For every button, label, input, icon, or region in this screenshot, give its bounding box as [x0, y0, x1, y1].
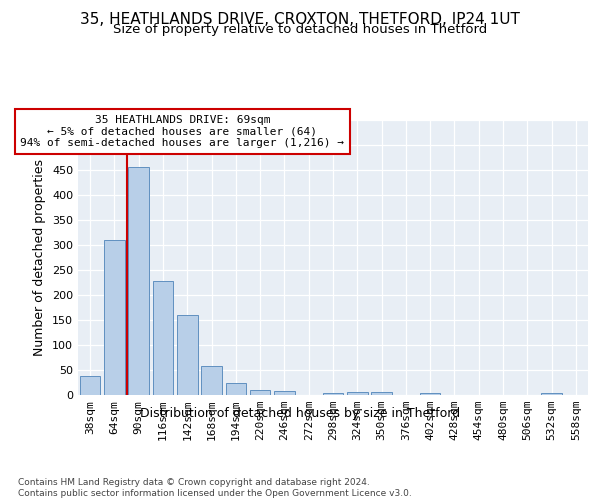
Y-axis label: Number of detached properties: Number of detached properties — [34, 159, 46, 356]
Bar — [420, 392, 440, 395]
Text: 35, HEATHLANDS DRIVE, CROXTON, THETFORD, IP24 1UT: 35, HEATHLANDS DRIVE, CROXTON, THETFORD,… — [80, 12, 520, 28]
Bar — [80, 376, 100, 395]
Bar — [323, 392, 343, 395]
Text: 35 HEATHLANDS DRIVE: 69sqm
← 5% of detached houses are smaller (64)
94% of semi-: 35 HEATHLANDS DRIVE: 69sqm ← 5% of detac… — [20, 115, 344, 148]
Bar — [104, 240, 125, 395]
Bar — [347, 392, 368, 395]
Bar — [226, 382, 246, 395]
Bar — [250, 390, 271, 395]
Bar — [541, 392, 562, 395]
Text: Contains HM Land Registry data © Crown copyright and database right 2024.
Contai: Contains HM Land Registry data © Crown c… — [18, 478, 412, 498]
Bar — [128, 167, 149, 395]
Bar — [177, 315, 197, 395]
Text: Size of property relative to detached houses in Thetford: Size of property relative to detached ho… — [113, 22, 487, 36]
Bar — [152, 281, 173, 395]
Bar — [274, 390, 295, 395]
Bar — [371, 392, 392, 395]
Bar — [201, 366, 222, 395]
Text: Distribution of detached houses by size in Thetford: Distribution of detached houses by size … — [140, 408, 460, 420]
